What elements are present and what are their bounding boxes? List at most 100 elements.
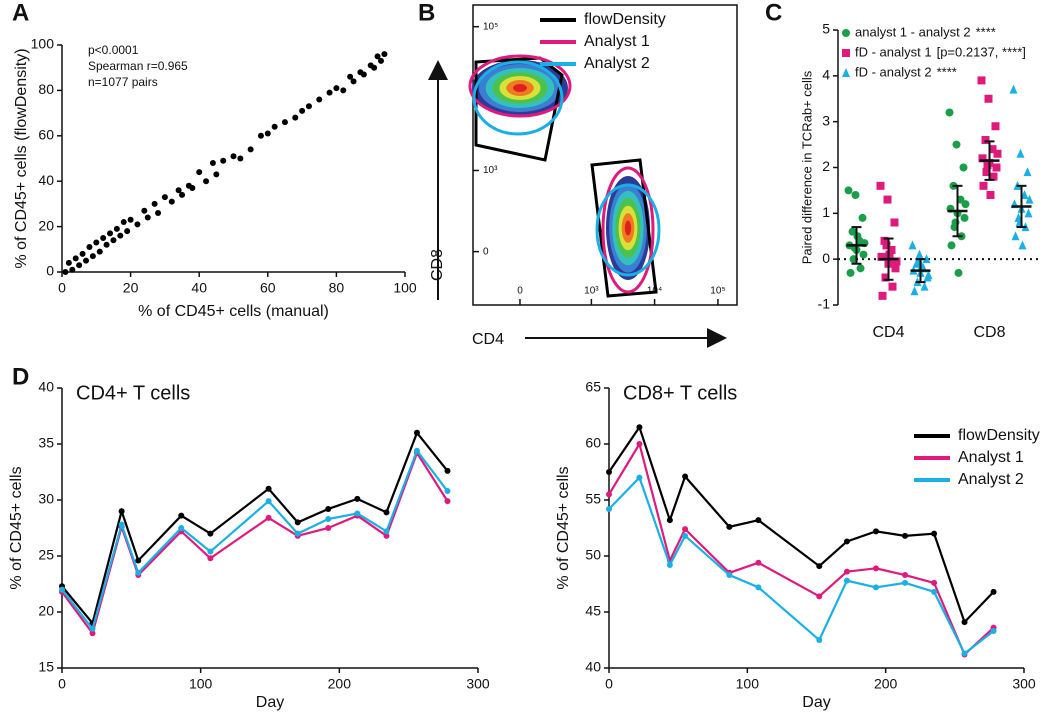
point bbox=[161, 194, 168, 201]
y-tick-label: 25 bbox=[38, 547, 54, 563]
point bbox=[636, 474, 643, 481]
point bbox=[902, 579, 909, 586]
point bbox=[990, 588, 997, 595]
point bbox=[247, 146, 254, 153]
point bbox=[325, 525, 332, 531]
y-tick-label: 10⁵ bbox=[483, 21, 498, 32]
x-tick-label: 20 bbox=[123, 280, 139, 296]
point bbox=[961, 619, 968, 626]
point bbox=[992, 163, 1001, 172]
point bbox=[666, 561, 673, 568]
x-tick-label: 10⁵ bbox=[710, 286, 725, 297]
point bbox=[882, 241, 891, 250]
point bbox=[816, 563, 823, 570]
point bbox=[991, 122, 1000, 131]
point bbox=[986, 191, 995, 199]
point bbox=[952, 140, 961, 149]
point bbox=[100, 234, 107, 241]
point bbox=[682, 473, 689, 480]
point bbox=[931, 588, 938, 595]
point bbox=[86, 244, 93, 251]
point bbox=[881, 273, 890, 282]
point bbox=[682, 532, 689, 539]
point bbox=[120, 219, 127, 226]
series-line bbox=[61, 448, 449, 632]
point bbox=[124, 228, 131, 235]
point bbox=[856, 264, 865, 273]
y-axis-label: Paired difference in TCRab+ cells bbox=[799, 70, 814, 264]
point bbox=[213, 171, 220, 178]
point bbox=[726, 572, 733, 579]
legend-label: flowDensity bbox=[584, 11, 666, 28]
point bbox=[755, 584, 762, 591]
point bbox=[876, 181, 885, 190]
point bbox=[859, 250, 868, 259]
point bbox=[135, 557, 142, 564]
y-tick-label: 35 bbox=[38, 435, 54, 451]
point bbox=[880, 236, 889, 245]
legend-label: flowDensity bbox=[958, 427, 1040, 444]
point bbox=[305, 103, 312, 110]
y-axis-label: % of CD45+ cells (flowDensity) bbox=[13, 48, 30, 268]
point bbox=[843, 568, 850, 575]
point bbox=[910, 286, 919, 296]
point bbox=[984, 94, 993, 103]
plot-frame bbox=[472, 4, 738, 306]
y-axis-label: CD8 bbox=[429, 249, 446, 281]
point bbox=[257, 132, 264, 139]
point bbox=[203, 178, 210, 185]
point bbox=[924, 270, 933, 280]
x-tick-label: 80 bbox=[329, 280, 345, 296]
point bbox=[196, 169, 203, 176]
y-tick-label: 40 bbox=[38, 379, 54, 395]
point bbox=[961, 200, 970, 209]
density bbox=[624, 220, 632, 236]
point bbox=[377, 57, 384, 64]
y-axis-label: % of CD45+ cells bbox=[555, 466, 572, 589]
point bbox=[281, 119, 288, 126]
annotation: p<0.0001 bbox=[88, 43, 139, 57]
point bbox=[107, 230, 114, 237]
point bbox=[110, 237, 117, 244]
point bbox=[292, 114, 299, 121]
point bbox=[892, 257, 901, 266]
gate bbox=[601, 166, 655, 294]
point bbox=[89, 625, 96, 632]
point bbox=[134, 221, 141, 228]
point bbox=[127, 216, 134, 223]
point bbox=[179, 191, 186, 198]
point bbox=[294, 519, 301, 526]
legend-annotation: [p=0.2137, ****] bbox=[937, 44, 1026, 59]
x-tick-label: 100 bbox=[736, 676, 760, 692]
panel-label: B bbox=[418, 0, 435, 26]
legend-annotation: **** bbox=[937, 64, 957, 79]
point bbox=[62, 269, 69, 275]
chart-title: CD4+ T cells bbox=[76, 382, 190, 404]
y-tick-label: 60 bbox=[585, 435, 601, 451]
point bbox=[264, 130, 271, 137]
point bbox=[178, 525, 185, 531]
point bbox=[117, 232, 124, 239]
y-tick-label: 60 bbox=[38, 127, 54, 143]
point bbox=[843, 577, 850, 584]
point bbox=[151, 200, 158, 207]
point bbox=[1011, 231, 1020, 241]
point bbox=[990, 628, 997, 635]
point bbox=[726, 523, 733, 530]
x-axis-label: Day bbox=[256, 694, 284, 711]
gate bbox=[468, 54, 572, 118]
gate bbox=[590, 158, 658, 298]
point bbox=[983, 161, 992, 170]
gate bbox=[472, 60, 564, 136]
point bbox=[141, 207, 148, 214]
y-tick-label: 55 bbox=[585, 491, 601, 507]
point bbox=[816, 637, 823, 643]
x-axis-label: CD4 bbox=[472, 331, 504, 348]
point bbox=[271, 123, 278, 130]
point bbox=[606, 469, 612, 475]
point bbox=[902, 532, 909, 539]
legend-label: Analyst 2 bbox=[584, 55, 650, 72]
point bbox=[982, 168, 991, 177]
point bbox=[383, 528, 390, 535]
point bbox=[988, 145, 997, 154]
